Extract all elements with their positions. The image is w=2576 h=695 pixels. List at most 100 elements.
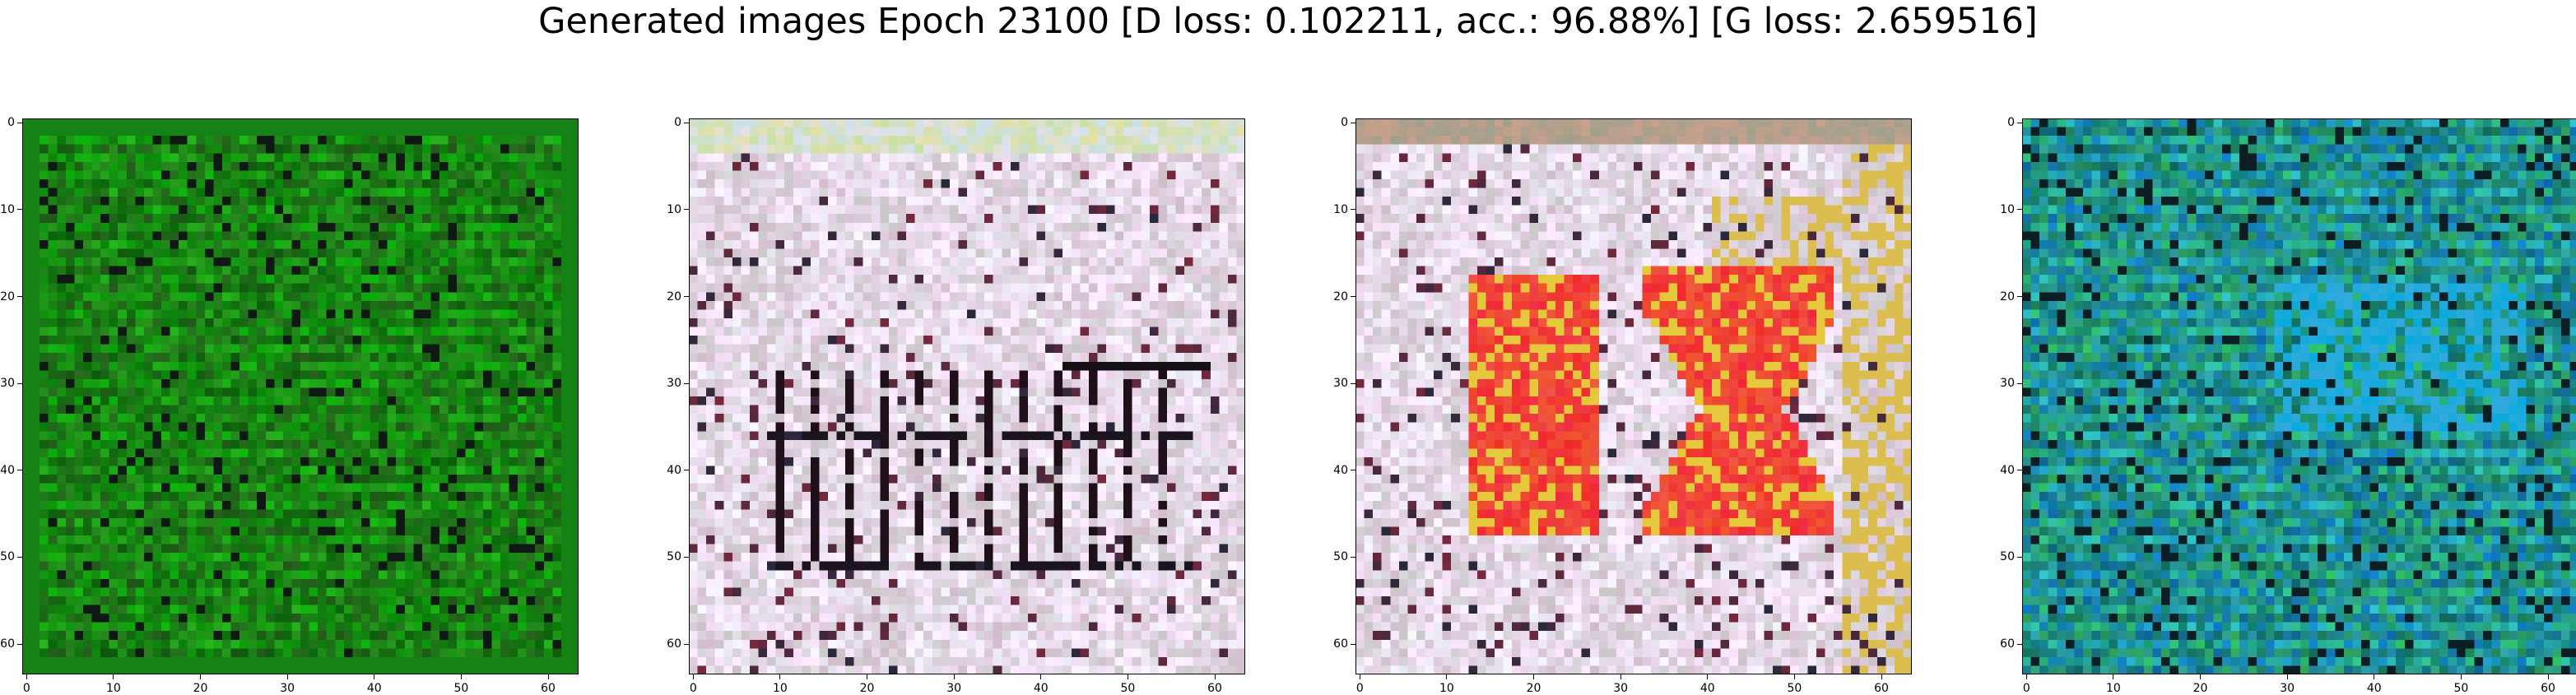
- x-tick-mark: [460, 674, 462, 679]
- y-tick-label: 10: [2000, 202, 2015, 216]
- x-tick-label: 20: [1526, 682, 1541, 695]
- x-tick-label: 0: [2022, 682, 2030, 695]
- x-tick-mark: [779, 674, 781, 679]
- y-tick-mark: [17, 296, 22, 298]
- x-tick-label: 10: [1439, 682, 1454, 695]
- x-tick-mark: [1620, 674, 1621, 679]
- x-tick-mark: [286, 674, 288, 679]
- y-tick-label: 10: [1333, 202, 1348, 216]
- x-tick-mark: [1707, 674, 1709, 679]
- y-tick-label: 20: [0, 290, 15, 303]
- y-tick-label: 50: [1333, 550, 1348, 564]
- x-tick-mark: [2460, 674, 2462, 679]
- y-tick-label: 20: [1333, 290, 1348, 303]
- x-tick-label: 30: [2280, 682, 2295, 695]
- x-tick-label: 10: [772, 682, 788, 695]
- x-tick-label: 60: [1207, 682, 1222, 695]
- x-tick-mark: [953, 674, 955, 679]
- y-tick-mark: [684, 382, 689, 384]
- y-tick-label: 40: [2000, 463, 2015, 477]
- y-tick-label: 50: [2000, 550, 2015, 564]
- generated-image-1: 0 10 20 30 40 50 60 0 10 20 30 40 50 60: [0, 116, 579, 695]
- x-tick-label: 0: [689, 682, 697, 695]
- x-tick-mark: [547, 674, 549, 679]
- y-tick-label: 10: [667, 202, 681, 216]
- x-tick-label: 10: [2105, 682, 2121, 695]
- y-tick-mark: [1351, 556, 1355, 558]
- x-tick-mark: [113, 674, 114, 679]
- x-tick-label: 60: [2541, 682, 2555, 695]
- y-tick-label: 30: [667, 377, 681, 391]
- x-tick-label: 10: [105, 682, 121, 695]
- x-tick-label: 50: [1787, 682, 1802, 695]
- y-tick-label: 60: [2000, 637, 2015, 651]
- y-tick-mark: [17, 382, 22, 384]
- y-tick-mark: [684, 209, 689, 211]
- generated-image-1-pixels: [22, 118, 579, 674]
- y-tick-label: 30: [1333, 377, 1348, 391]
- x-tick-mark: [1040, 674, 1042, 679]
- y-tick-label: 20: [667, 290, 681, 303]
- y-tick-label: 50: [667, 550, 681, 564]
- x-tick-mark: [1446, 674, 1448, 679]
- x-tick-label: 60: [1874, 682, 1889, 695]
- y-tick-label: 50: [0, 550, 15, 564]
- x-tick-mark: [1793, 674, 1795, 679]
- y-tick-mark: [684, 296, 689, 298]
- y-tick-label: 40: [667, 463, 681, 477]
- y-tick-mark: [2017, 556, 2022, 558]
- y-tick-label: 10: [0, 202, 15, 216]
- x-tick-label: 40: [2366, 682, 2382, 695]
- x-tick-mark: [26, 674, 27, 679]
- y-tick-label: 60: [1333, 637, 1348, 651]
- y-tick-mark: [1351, 382, 1355, 384]
- x-tick-label: 20: [2192, 682, 2208, 695]
- x-tick-mark: [2025, 674, 2027, 679]
- x-tick-label: 20: [193, 682, 208, 695]
- x-tick-mark: [2547, 674, 2549, 679]
- y-tick-mark: [684, 556, 689, 558]
- x-tick-label: 30: [946, 682, 962, 695]
- y-tick-label: 30: [2000, 377, 2015, 391]
- y-tick-mark: [17, 209, 22, 211]
- generated-image-3: 0 10 20 30 40 50 60 0 10 20 30 40 50 60: [1333, 116, 1912, 695]
- y-tick-label: 0: [2007, 116, 2015, 130]
- y-tick-label: 0: [674, 116, 681, 130]
- x-tick-label: 50: [453, 682, 469, 695]
- x-tick-label: 20: [859, 682, 875, 695]
- y-tick-mark: [684, 643, 689, 645]
- x-tick-mark: [692, 674, 694, 679]
- y-tick-mark: [17, 643, 22, 645]
- x-tick-label: 50: [1120, 682, 1136, 695]
- y-tick-label: 40: [1333, 463, 1348, 477]
- x-tick-label: 30: [1613, 682, 1629, 695]
- x-tick-label: 40: [1033, 682, 1049, 695]
- generated-image-3-pixels: [1355, 118, 1912, 674]
- y-tick-mark: [17, 556, 22, 558]
- y-tick-label: 20: [2000, 290, 2015, 303]
- x-tick-label: 40: [1700, 682, 1715, 695]
- y-tick-mark: [2017, 209, 2022, 211]
- y-tick-mark: [1351, 643, 1355, 645]
- generated-image-4: 0 10 20 30 40 50 60 0 10 20 30 40 50 60: [2000, 116, 2576, 695]
- x-tick-label: 0: [22, 682, 30, 695]
- figure-title: Generated images Epoch 23100 [D loss: 0.…: [538, 1, 2038, 42]
- x-tick-mark: [2286, 674, 2288, 679]
- x-tick-mark: [2200, 674, 2202, 679]
- y-tick-mark: [2017, 296, 2022, 298]
- x-tick-mark: [1533, 674, 1535, 679]
- x-tick-mark: [200, 674, 202, 679]
- x-tick-label: 40: [366, 682, 382, 695]
- x-tick-label: 0: [1355, 682, 1364, 695]
- y-tick-mark: [1351, 296, 1355, 298]
- x-tick-mark: [1214, 674, 1216, 679]
- y-tick-label: 40: [0, 463, 15, 477]
- x-tick-label: 30: [280, 682, 295, 695]
- y-tick-mark: [1351, 209, 1355, 211]
- x-tick-label: 60: [541, 682, 556, 695]
- generated-image-2-pixels: [689, 118, 1245, 674]
- y-tick-label: 0: [7, 116, 15, 130]
- generated-image-4-pixels: [2022, 118, 2576, 674]
- generated-image-2: 0 10 20 30 40 50 60 0 10 20 30 40 50 60: [667, 116, 1245, 695]
- y-tick-label: 0: [1341, 116, 1348, 130]
